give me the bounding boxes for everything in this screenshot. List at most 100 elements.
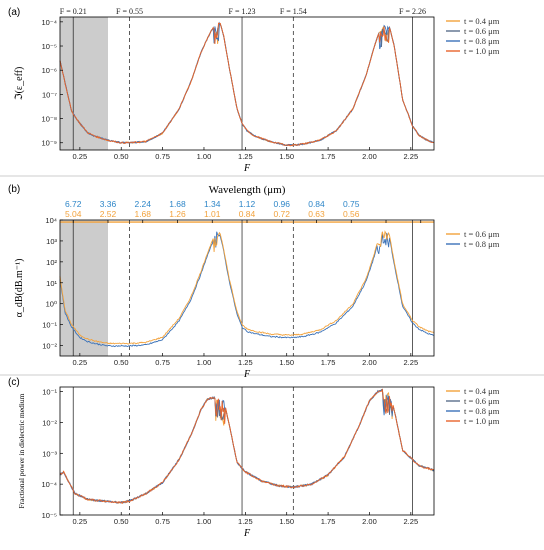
x-tick-label: 1.75 (321, 358, 336, 367)
x-tick-label: 1.25 (238, 358, 253, 367)
wavelength-label-blue: 1.34 (204, 199, 221, 209)
vline-label: F = 1.54 (280, 7, 307, 16)
x-tick-label: 2.00 (362, 517, 377, 526)
y-tick-label: 10⁻³ (42, 449, 57, 458)
y-tick-label: 10³ (46, 237, 57, 246)
y-tick-label: 10⁻⁴ (41, 480, 57, 489)
x-tick-label: 0.25 (73, 358, 88, 367)
vline-label: F = 0.55 (116, 7, 143, 16)
y-axis-label: ℑ(ε_eff) (14, 67, 25, 101)
wavelength-label-blue: 0.84 (308, 199, 325, 209)
x-tick-label: 1.00 (197, 358, 212, 367)
x-tick-label: 2.00 (362, 358, 377, 367)
plot-frame (59, 219, 435, 357)
legend-entry: t = 0.8 μm (464, 36, 500, 46)
series-line (59, 389, 435, 504)
legend-entry: t = 0.8 μm (464, 239, 500, 249)
wavelength-label-orange: 1.68 (134, 209, 151, 219)
legend-entry: t = 1.0 μm (464, 416, 500, 426)
y-tick-label: 10¹ (46, 279, 57, 288)
series-line (59, 388, 435, 504)
x-axis-label: F (243, 369, 251, 380)
y-tick-label: 10⁻¹ (42, 388, 57, 397)
y-tick-label: 10⁻⁹ (41, 139, 57, 148)
y-tick-label: 10⁻⁶ (42, 66, 57, 75)
x-tick-label: 1.50 (279, 152, 294, 161)
series-line (59, 231, 435, 348)
y-tick-label: 10⁻⁴ (41, 18, 57, 27)
legend-entry: t = 0.8 μm (464, 406, 500, 416)
x-tick-label: 0.25 (73, 152, 88, 161)
x-tick-label: 0.50 (114, 358, 129, 367)
panel-b: (b) 0.25 0.50 0.75 1.00 1.25 1.50 1.75 2.00 2.25 F… (8, 184, 500, 380)
x-axis-label: F (243, 163, 251, 174)
wavelength-label-orange: 0.72 (273, 209, 290, 219)
wavelength-label-blue: 1.12 (239, 199, 256, 209)
x-tick-label: 0.50 (114, 517, 129, 526)
legend-entry: t = 1.0 μm (464, 46, 500, 56)
wavelength-label-orange: 2.52 (100, 209, 117, 219)
shaded-region (60, 220, 108, 356)
series-line (59, 22, 435, 147)
panel-label: (c) (8, 377, 20, 388)
x-tick-label: 1.75 (321, 152, 336, 161)
series-line (59, 389, 434, 504)
legend-entry: t = 0.6 μm (464, 229, 500, 239)
wavelength-label-blue: 2.24 (134, 199, 151, 209)
top-axis-label: Wavelength (μm) (209, 184, 286, 196)
x-tick-label: 0.75 (155, 517, 170, 526)
plot-frame (59, 386, 435, 516)
wavelength-label-orange: 1.26 (169, 209, 186, 219)
y-tick-label: 10⁻⁸ (42, 115, 57, 124)
legend-entry: t = 0.6 μm (464, 396, 500, 406)
wavelength-label-orange: 0.84 (239, 209, 256, 219)
panel-c: (c) 0.25 0.50 0.75 1.00 1.25 1.50 1.75 2.00 2.25 F… (8, 377, 500, 539)
x-tick-label: 0.75 (155, 358, 170, 367)
series-line (59, 388, 435, 504)
y-tick-label: 10⁻² (42, 342, 57, 351)
x-tick-label: 1.25 (238, 152, 253, 161)
x-tick-label: 1.75 (321, 517, 336, 526)
series-line (59, 230, 435, 345)
panel-a: (a) F = 0.21 F = 0.55 F = 1.23 F = 1.54 F = 2… (8, 7, 500, 174)
shaded-region (60, 17, 108, 150)
series-line (59, 21, 435, 147)
y-tick-label: 10⁻⁵ (42, 42, 57, 51)
legend-entry: t = 0.4 μm (464, 16, 500, 26)
vline-label: F = 2.26 (399, 7, 426, 16)
legend-entry: t = 0.6 μm (464, 26, 500, 36)
series-line (59, 23, 435, 147)
legend-entry: t = 0.4 μm (464, 386, 500, 396)
x-tick-label: 1.25 (238, 517, 253, 526)
y-axis-label: α_dB(dB.m⁻¹) (14, 259, 25, 318)
wavelength-label-orange: 5.04 (65, 209, 82, 219)
wavelength-label-orange: 0.63 (308, 209, 325, 219)
wavelength-label-blue: 0.75 (343, 199, 360, 209)
y-tick-label: 10⁻¹ (42, 321, 57, 330)
panel-label: (a) (8, 7, 20, 18)
x-tick-label: 1.50 (279, 517, 294, 526)
y-tick-label: 10⁰ (46, 300, 57, 309)
vline-label: F = 1.23 (229, 7, 256, 16)
wavelength-label-blue: 3.36 (100, 199, 117, 209)
wavelength-label-blue: 0.96 (273, 199, 290, 209)
wavelength-label-orange: 0.56 (343, 209, 360, 219)
x-tick-label: 0.50 (114, 152, 129, 161)
y-axis-label: Fractional power in dielectric medium (17, 393, 26, 508)
x-tick-label: 1.00 (197, 152, 212, 161)
y-tick-label: 10⁻⁷ (42, 90, 57, 99)
vline-label: F = 0.21 (60, 7, 87, 16)
x-tick-label: 0.75 (155, 152, 170, 161)
wavelength-label-orange: 1.01 (204, 209, 221, 219)
y-tick-label: 10² (46, 258, 57, 267)
series-line (59, 23, 434, 147)
y-tick-label: 10⁴ (45, 216, 57, 225)
x-tick-label: 1.50 (279, 358, 294, 367)
x-tick-label: 2.25 (404, 358, 419, 367)
x-axis-label: F (243, 528, 251, 539)
x-tick-label: 2.25 (404, 152, 419, 161)
x-tick-label: 0.25 (73, 517, 88, 526)
y-tick-label: 10⁻⁵ (42, 511, 57, 520)
x-tick-label: 2.25 (404, 517, 419, 526)
